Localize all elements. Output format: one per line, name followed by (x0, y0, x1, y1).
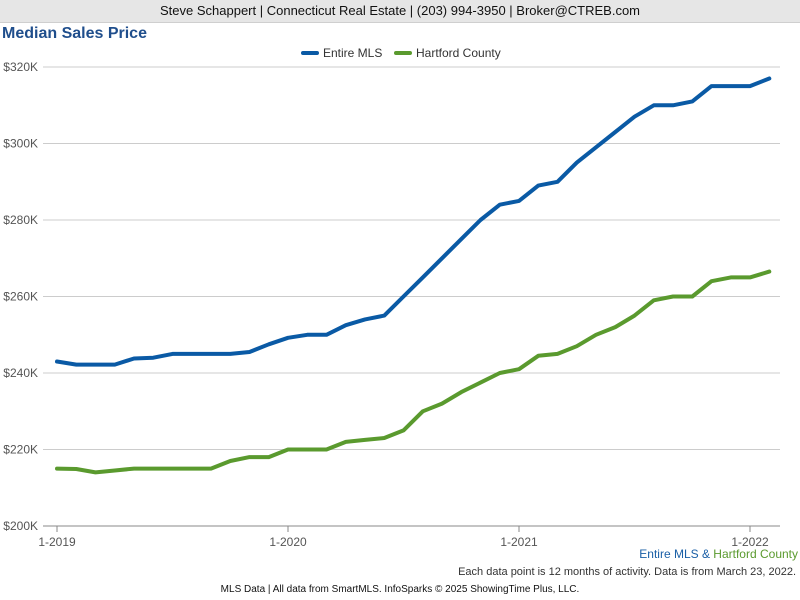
x-tick-label: 1-2019 (38, 535, 76, 549)
y-tick-label: $240K (3, 366, 38, 380)
chart-title: Median Sales Price (2, 25, 147, 42)
legend-label: Entire MLS (323, 46, 382, 60)
footer-credits: MLS Data | All data from SmartMLS. InfoS… (220, 584, 580, 595)
y-tick-label: $280K (3, 213, 38, 227)
data-footnote: Each data point is 12 months of activity… (458, 566, 796, 578)
legend-item-hartford-county[interactable]: Hartford County (394, 46, 501, 60)
y-tick-label: $200K (3, 519, 38, 533)
caption-series-entire-mls: Entire MLS (639, 547, 699, 561)
legend[interactable]: Entire MLS Hartford County (301, 46, 501, 60)
y-tick-label: $320K (3, 60, 38, 74)
y-axis-tick-labels: $200K $220K $240K $260K $280K $300K $320K (3, 60, 38, 533)
x-axis: 1-2019 1-2020 1-2021 1-2022 (38, 525, 780, 549)
legend-label: Hartford County (416, 46, 501, 60)
x-tick-label: 1-2022 (731, 535, 769, 549)
series-line-hartford-county[interactable] (55, 269, 772, 475)
x-tick-label: 1-2021 (500, 535, 538, 549)
caption-series-hartford-county: Hartford County (713, 547, 798, 561)
x-tick-label: 1-2020 (269, 535, 307, 549)
header-contact-text: Steve Schappert | Connecticut Real Estat… (160, 3, 640, 18)
series-lines (55, 76, 772, 475)
y-tick-label: $220K (3, 443, 38, 457)
legend-item-entire-mls[interactable]: Entire MLS (301, 46, 382, 60)
grid-lines (43, 66, 780, 450)
caption-separator: & (698, 547, 714, 561)
header-bar: Steve Schappert | Connecticut Real Estat… (0, 0, 800, 23)
y-tick-label: $260K (3, 290, 38, 304)
series-line-entire-mls[interactable] (55, 76, 772, 367)
y-tick-label: $300K (3, 137, 38, 151)
series-caption: Entire MLS & Hartford County (639, 547, 798, 561)
